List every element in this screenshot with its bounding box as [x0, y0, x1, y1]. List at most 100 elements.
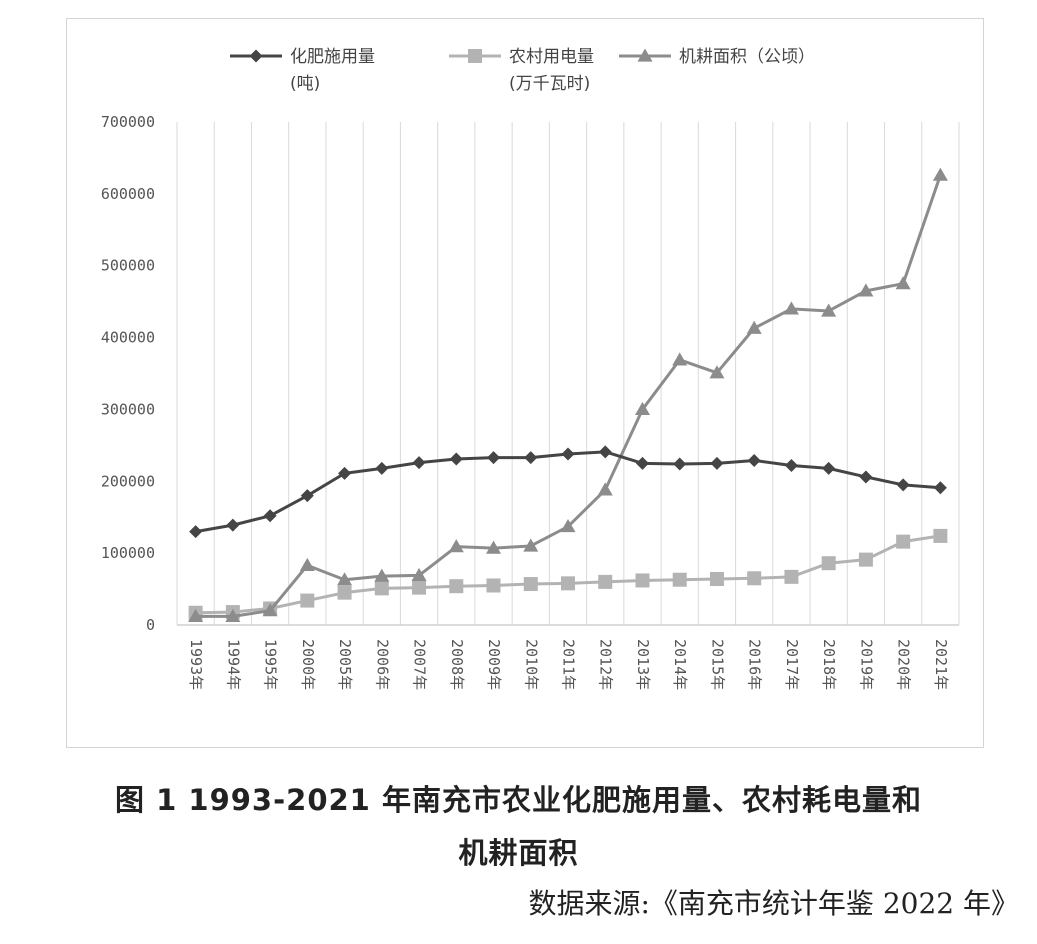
data-point-diamond	[635, 456, 649, 470]
data-point-triangle	[448, 539, 464, 553]
data-point-triangle	[374, 568, 390, 582]
data-point-square	[300, 593, 315, 608]
data-point-triangle	[746, 320, 762, 334]
data-point-diamond	[249, 49, 263, 63]
data-point-triangle	[225, 608, 241, 623]
data-point-square	[858, 552, 873, 567]
x-tick-label: 1994年	[224, 639, 242, 690]
data-point-square	[374, 581, 389, 596]
data-point-triangle	[337, 572, 353, 586]
data-point-diamond	[710, 456, 724, 470]
data-point-diamond	[263, 509, 277, 523]
x-tick-label: 2009年	[485, 639, 503, 690]
data-point-diamond	[598, 445, 612, 459]
x-tick-label: 2017年	[783, 639, 801, 690]
legend-unit: (万千瓦时)	[509, 74, 590, 94]
data-point-diamond	[412, 456, 426, 470]
x-tick-label: 2015年	[708, 639, 726, 690]
data-point-square	[337, 585, 352, 600]
figure-caption-line2: 机耕面积	[458, 836, 579, 870]
legend-label: 化肥施用量	[290, 47, 375, 67]
figure-caption-line1: 图 1 1993-2021 年南充市农业化肥施用量、农村耗电量和	[115, 783, 922, 817]
data-point-diamond	[449, 452, 463, 466]
data-point-square	[821, 556, 836, 571]
data-point-triangle	[783, 301, 799, 315]
data-point-square	[412, 580, 427, 595]
data-point-triangle	[299, 557, 315, 571]
data-point-diamond	[487, 451, 501, 465]
x-tick-label: 2011年	[560, 639, 578, 690]
data-point-triangle	[262, 603, 278, 617]
x-tick-label: 1995年	[262, 639, 280, 690]
x-tick-label: 2020年	[895, 639, 913, 690]
x-tick-label: 2007年	[411, 639, 429, 690]
data-point-diamond	[784, 458, 798, 472]
data-point-diamond	[933, 481, 947, 495]
data-point-triangle	[560, 519, 576, 533]
data-point-square	[709, 572, 724, 587]
data-point-triangle	[523, 538, 539, 552]
data-point-triangle	[858, 283, 874, 297]
data-point-diamond	[859, 470, 873, 484]
data-point-triangle	[709, 365, 725, 379]
data-point-square	[672, 572, 687, 587]
data-point-triangle	[597, 482, 613, 496]
line-chart: 0 100000 200000 300000 400000 500000 600000 700…	[101, 47, 960, 690]
data-point-diamond	[561, 447, 575, 461]
data-point-square	[449, 579, 464, 594]
x-tick-label: 2016年	[746, 639, 764, 690]
y-tick-label: 100000	[101, 544, 155, 562]
data-point-square	[896, 534, 911, 549]
data-point-triangle	[637, 48, 653, 62]
data-point-diamond	[375, 461, 389, 475]
data-source-note: 数据来源:《南充市统计年鉴 2022 年》	[528, 887, 1020, 920]
data-point-square	[523, 577, 538, 592]
y-tick-label: 500000	[101, 257, 155, 275]
data-point-diamond	[896, 478, 910, 492]
x-tick-label: 1993年	[187, 639, 205, 690]
data-point-triangle	[672, 352, 688, 366]
data-point-triangle	[895, 276, 911, 290]
data-point-diamond	[673, 457, 687, 471]
y-tick-label: 400000	[101, 329, 155, 347]
data-point-square	[468, 49, 482, 63]
y-tick-label: 600000	[101, 185, 155, 203]
x-tick-label: 2021年	[932, 639, 950, 690]
data-point-diamond	[747, 453, 761, 467]
data-point-square	[598, 574, 613, 589]
data-point-triangle	[932, 167, 948, 181]
data-point-square	[747, 571, 762, 586]
legend-unit: (吨)	[290, 74, 320, 94]
data-point-triangle	[188, 608, 204, 623]
x-tick-label: 2013年	[634, 639, 652, 690]
series-line-triangle	[195, 174, 942, 618]
data-point-diamond	[338, 466, 352, 480]
x-tick-label: 2005年	[336, 639, 354, 690]
x-tick-label: 2010年	[522, 639, 540, 690]
x-tick-label: 2006年	[373, 639, 391, 690]
data-point-diamond	[300, 489, 314, 503]
x-tick-label: 2008年	[448, 639, 466, 690]
legend-label: 机耕面积（公顷）	[679, 47, 815, 67]
y-tick-label: 0	[146, 616, 155, 634]
data-point-square	[933, 528, 948, 543]
data-point-diamond	[226, 518, 240, 532]
x-tick-label: 2000年	[299, 639, 317, 690]
x-tick-label: 2019年	[857, 639, 875, 690]
data-point-triangle	[634, 401, 650, 416]
y-tick-label: 200000	[101, 472, 155, 490]
data-point-diamond	[189, 525, 203, 539]
y-tick-label: 300000	[101, 400, 155, 418]
data-point-square	[486, 578, 501, 593]
legend-label: 农村用电量	[509, 47, 594, 67]
x-tick-label: 2018年	[820, 639, 838, 690]
chart-frame: 0 100000 200000 300000 400000 500000 600000 700…	[66, 18, 984, 748]
data-point-diamond	[524, 451, 538, 465]
x-tick-label: 2012年	[597, 639, 615, 690]
x-tick-label: 2014年	[671, 639, 689, 690]
data-point-square	[635, 573, 650, 588]
data-point-triangle	[411, 567, 427, 582]
data-point-diamond	[822, 461, 836, 475]
data-point-square	[561, 576, 575, 591]
y-tick-label: 700000	[101, 113, 155, 131]
